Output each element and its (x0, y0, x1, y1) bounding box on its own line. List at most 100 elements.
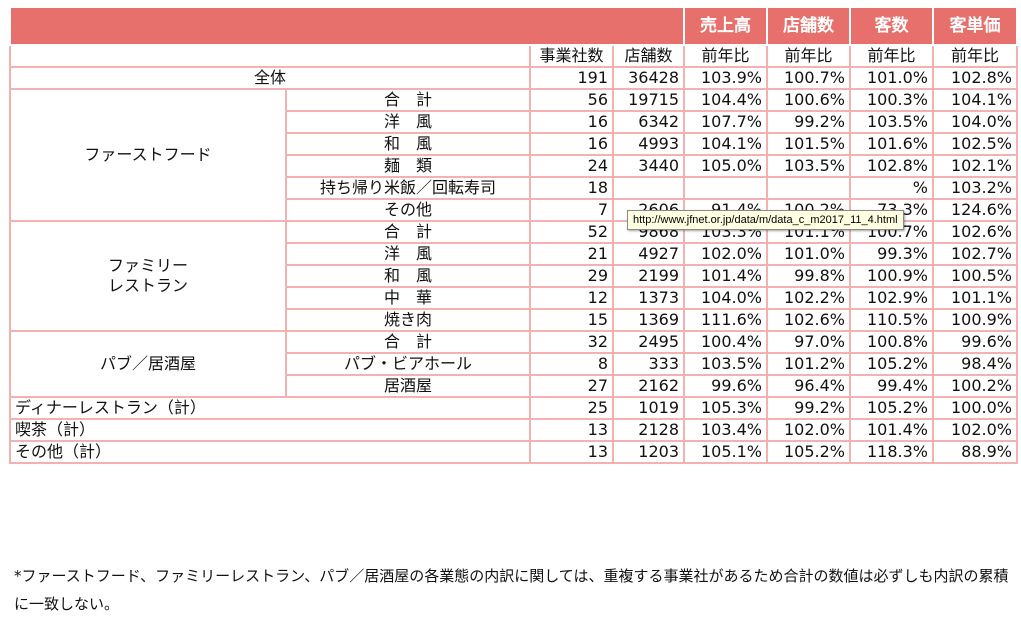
cell: 102.6% (766, 308, 851, 332)
cell: 99.6% (683, 374, 768, 398)
cell (766, 176, 851, 200)
cell: 102.8% (932, 66, 1018, 90)
link-tooltip: http://www.jfnet.or.jp/data/m/data_c_m20… (627, 210, 904, 230)
cell: 107.7% (683, 110, 768, 134)
subheader-companies: 事業社数 (529, 44, 614, 68)
row-label: 居酒屋 (285, 374, 531, 398)
table-row: 中 華 12 1373 104.0% 102.2% 102.9% 101.1% (10, 286, 1018, 310)
cell: 103.5% (683, 352, 768, 376)
cell: 97.0% (766, 330, 851, 354)
group-label: ファーストフード (9, 88, 287, 222)
cell: 16 (529, 132, 614, 156)
cell: 101.1% (932, 286, 1018, 310)
cell: 105.2% (849, 352, 934, 376)
cell: 99.4% (849, 374, 934, 398)
table-row: ファーストフード 合 計 56 19715 104.4% 100.6% 100.… (9, 88, 1018, 222)
cell: 103.2% (932, 176, 1018, 200)
cell: 96.4% (766, 374, 851, 398)
row-label: 麺 類 (285, 154, 531, 178)
cell: 8 (529, 352, 614, 376)
cell: 102.5% (932, 132, 1018, 156)
cell: 102.6% (932, 220, 1018, 244)
row-label: 中 華 (285, 286, 531, 310)
subheader-row: 事業社数 店舗数 前年比 前年比 前年比 前年比 (9, 44, 1018, 68)
table-row: パブ／居酒屋 合 計 32 2495 100.4% 97.0% 100.8% 9… (9, 330, 1018, 398)
row-label: 洋 風 (285, 110, 531, 134)
cell: 16 (529, 110, 614, 134)
row-label: 合 計 (285, 88, 531, 112)
row-label: ディナーレストラン（計） (9, 396, 531, 420)
cell: 100.9% (849, 264, 934, 288)
table-row: その他（計） 13 1203 105.1% 105.2% 118.3% 88.9… (9, 440, 1018, 464)
row-label: 焼き肉 (285, 308, 531, 332)
header-unit-price: 客単価 (932, 6, 1018, 46)
cell: 101.6% (849, 132, 934, 156)
table-row: 全体 191 36428 103.9% 100.7% 101.0% 102.8% (9, 66, 1018, 90)
cell: 12 (529, 286, 614, 310)
header-stores: 店舗数 (766, 6, 851, 46)
cell: 102.0% (766, 418, 851, 442)
row-label: 和 風 (285, 264, 531, 288)
cell: 100.5% (932, 264, 1018, 288)
cell: 101.0% (849, 66, 934, 90)
cell: 99.3% (849, 242, 934, 266)
cell: 99.6% (932, 330, 1018, 354)
cell: 2199 (612, 264, 685, 288)
cell: 100.8% (849, 330, 934, 354)
cell: 104.1% (932, 88, 1018, 112)
cell: 101.4% (849, 418, 934, 442)
cell: 104.1% (683, 132, 768, 156)
cell: 102.9% (849, 286, 934, 310)
cell: 21 (529, 242, 614, 266)
cell: 100.4% (683, 330, 768, 354)
cell: 111.6% (683, 308, 768, 332)
table-row: 洋 風 21 4927 102.0% 101.0% 99.3% 102.7% (10, 242, 1018, 266)
cell: 25 (529, 396, 614, 420)
cell: 191 (529, 66, 614, 90)
header-sales: 売上高 (683, 6, 768, 46)
cell: 100.9% (932, 308, 1018, 332)
cell: 104.0% (683, 286, 768, 310)
cell: 102.1% (932, 154, 1018, 178)
cell: 105.1% (683, 440, 768, 464)
cell: 101.5% (766, 132, 851, 156)
cell: 104.0% (932, 110, 1018, 134)
cell: 27 (529, 374, 614, 398)
cell: 102.0% (932, 418, 1018, 442)
cell: 13 (529, 418, 614, 442)
row-label: 持ち帰り米飯／回転寿司 (285, 176, 531, 200)
subheader-yoy: 前年比 (766, 44, 851, 68)
cell: 102.7% (932, 242, 1018, 266)
cell: 103.4% (683, 418, 768, 442)
cell: 15 (529, 308, 614, 332)
group-label: パブ／居酒屋 (9, 330, 287, 398)
group-label: ファミリー レストラン (9, 220, 287, 332)
cell: 88.9% (932, 440, 1018, 464)
cell: 104.4% (683, 88, 768, 112)
row-label: その他（計） (9, 440, 531, 464)
cell: 13 (529, 440, 614, 464)
cell: 102.2% (766, 286, 851, 310)
cell: 24 (529, 154, 614, 178)
cell: 2128 (612, 418, 685, 442)
row-label: 喫茶（計） (9, 418, 531, 442)
subheader-yoy: 前年比 (849, 44, 934, 68)
cell: 6342 (612, 110, 685, 134)
cell: 52 (529, 220, 614, 244)
cell: 102.0% (683, 242, 768, 266)
cell: 1203 (612, 440, 685, 464)
cell: 103.9% (683, 66, 768, 90)
cell: 105.3% (683, 396, 768, 420)
cell: 99.8% (766, 264, 851, 288)
row-label: 和 風 (285, 132, 531, 156)
cell: 56 (529, 88, 614, 112)
cell: 2495 (612, 330, 685, 354)
cell: 3440 (612, 154, 685, 178)
cell: 103.5% (766, 154, 851, 178)
cell: 18 (529, 176, 614, 200)
cell: 99.2% (766, 110, 851, 134)
row-label: その他 (285, 198, 531, 222)
table-row: 和 風 29 2199 101.4% 99.8% 100.9% 100.5% (10, 264, 1018, 288)
cell: 105.2% (849, 396, 934, 420)
table-row: ファミリー レストラン 合 計 52 9868 103.3% 101.1% 100… (9, 220, 1018, 332)
